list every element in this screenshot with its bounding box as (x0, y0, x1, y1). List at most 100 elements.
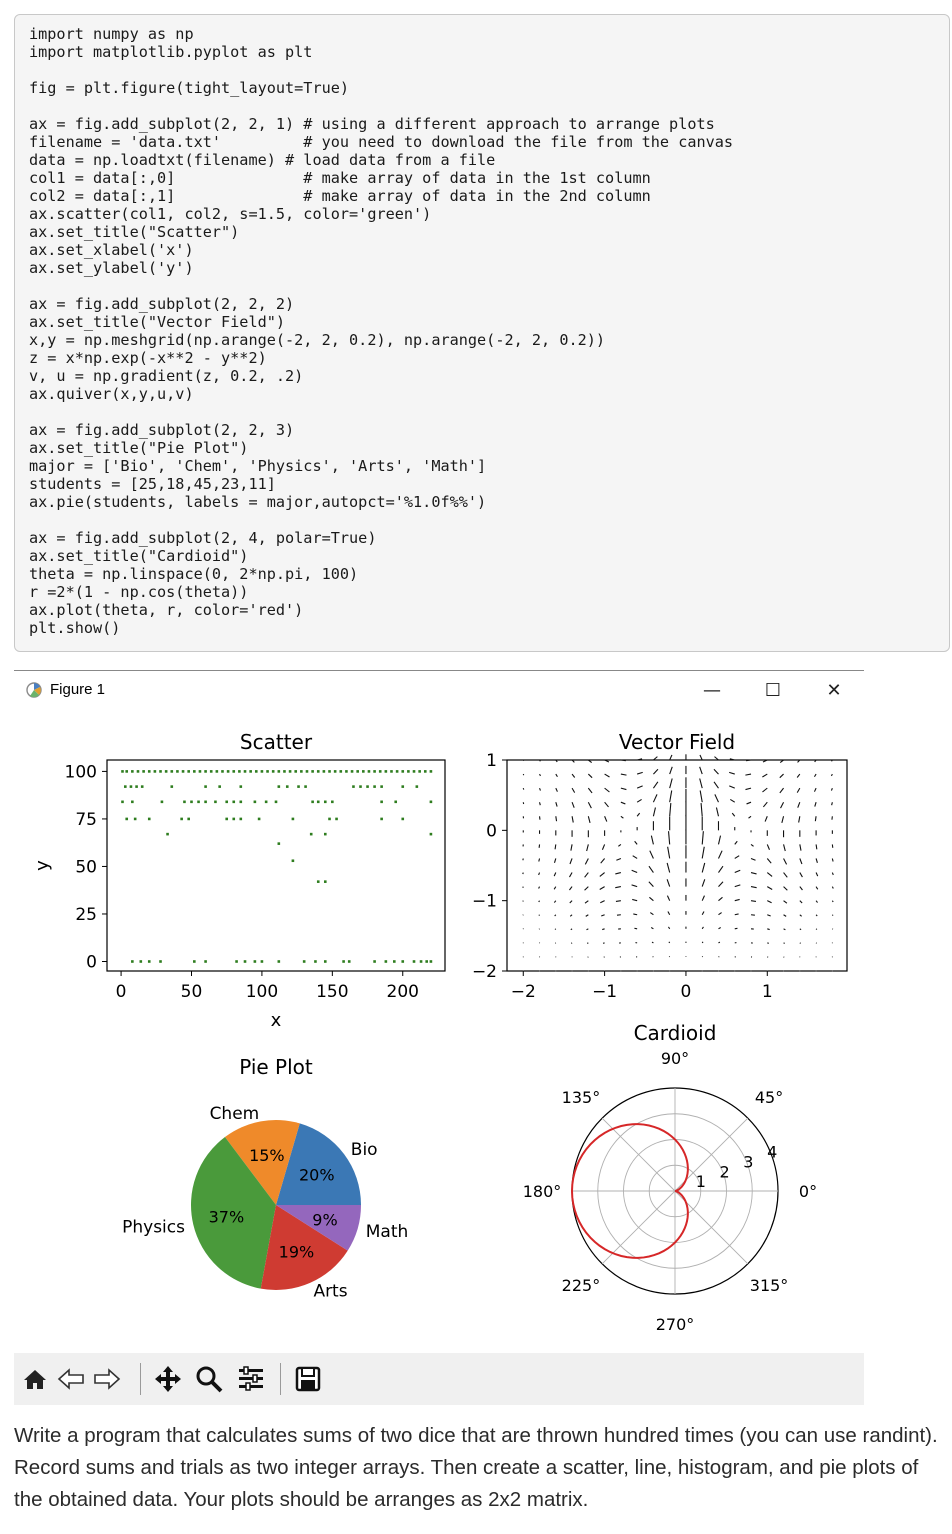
scatter-point (209, 770, 213, 773)
quiver-arrow (779, 773, 784, 779)
scatter-y-tick-label: 50 (75, 857, 97, 877)
scatter-point (302, 960, 306, 963)
scatter-point (285, 785, 289, 788)
save-icon[interactable] (290, 1363, 326, 1395)
scatter-point (335, 817, 338, 821)
navigation-toolbar (14, 1353, 864, 1405)
scatter-point (215, 770, 219, 773)
back-arrow-icon[interactable] (54, 1363, 88, 1395)
pan-icon[interactable] (150, 1363, 186, 1395)
quiver-arrow (669, 970, 671, 972)
quiver-arrow (620, 801, 626, 805)
quiver-arrow (734, 913, 739, 916)
scatter-point (214, 800, 217, 804)
quiver-y-tick-label: 0 (486, 821, 497, 841)
quiver-arrow (750, 886, 757, 889)
quiver-arrow (620, 787, 627, 791)
quiver-arrow (750, 970, 752, 972)
quiver-arrow (539, 773, 541, 777)
quiver-arrow (734, 898, 740, 902)
quiver-arrow (783, 844, 786, 852)
scatter-point (131, 770, 134, 773)
scatter-point (176, 770, 179, 773)
pie-slice-physics (191, 1137, 276, 1289)
pie-percent-label: 15% (249, 1146, 285, 1165)
quiver-arrow (599, 872, 605, 877)
scatter-point (225, 817, 229, 821)
quiver-arrow (783, 872, 788, 878)
quiver-arrow (799, 914, 802, 917)
quiver-arrow (652, 794, 658, 803)
quiver-arrow (814, 816, 817, 822)
scatter-point (362, 770, 365, 773)
quiver-arrow (729, 785, 735, 789)
quiver-arrow (831, 942, 833, 944)
quiver-arrow (718, 896, 723, 902)
toolbar-separator (140, 1363, 141, 1395)
quiver-arrow (767, 900, 772, 904)
scatter-x-tick-label: 200 (387, 982, 419, 1002)
quiver-arrow (701, 911, 705, 915)
scatter-point (311, 770, 314, 773)
scatter-point (225, 800, 229, 804)
scatter-point (204, 785, 207, 788)
pie-title: Pie Plot (239, 1055, 313, 1079)
quiver-arrow (570, 928, 573, 931)
quiver-arrow (538, 914, 540, 916)
close-button[interactable]: ✕ (826, 680, 842, 701)
quiver-arrow (620, 759, 626, 762)
quiver-arrow (767, 928, 770, 931)
quiver-arrow (600, 858, 606, 864)
scatter-point (378, 770, 382, 773)
pie-percent-label: 9% (312, 1210, 337, 1229)
zoom-icon[interactable] (192, 1363, 226, 1395)
scatter-point (412, 770, 416, 773)
quiver-arrow (669, 802, 672, 817)
scatter-point (204, 800, 207, 804)
quiver-arrow (813, 787, 817, 792)
quiver-arrow (745, 773, 752, 776)
quiver-arrow (571, 759, 575, 763)
scatter-point (345, 770, 348, 773)
scatter-point (147, 960, 151, 963)
code-text: import numpy as np import matplotlib.pyp… (29, 25, 734, 637)
scatter-point (239, 785, 243, 788)
quiver-arrow (604, 773, 610, 778)
pie-percent-label: 20% (299, 1165, 335, 1184)
scatter-point (187, 817, 190, 821)
scatter-point (159, 770, 162, 773)
quiver-arrow (571, 773, 576, 778)
minimize-button[interactable]: — (703, 680, 721, 701)
scatter-point (147, 770, 151, 773)
quiver-arrow (648, 865, 654, 873)
quiver-arrow (636, 970, 638, 972)
scatter-point (415, 785, 419, 788)
maximize-button[interactable]: ☐ (764, 680, 782, 701)
polar-angle-label: 225° (562, 1276, 601, 1295)
quiver-arrow (652, 970, 654, 972)
pie-label: Physics (122, 1217, 185, 1237)
quiver-arrow (766, 844, 770, 850)
scatter-point (294, 770, 298, 773)
scatter-point (401, 960, 405, 963)
quiver-arrow (571, 970, 573, 972)
quiver-arrow (538, 872, 541, 876)
forward-arrow-icon[interactable] (90, 1363, 124, 1395)
quiver-arrow (538, 970, 541, 972)
polar-angle-label: 135° (562, 1088, 601, 1107)
quiver-arrow (601, 844, 606, 850)
quiver-arrow (783, 858, 788, 865)
scatter-point (166, 832, 169, 836)
quiver-arrow (669, 778, 673, 789)
scatter-point (323, 880, 327, 883)
configure-subplots-icon[interactable] (234, 1363, 268, 1395)
quiver-arrow (815, 886, 819, 890)
home-icon[interactable] (18, 1363, 52, 1395)
quiver-arrow (750, 857, 756, 861)
scatter-y-tick-label: 75 (75, 810, 97, 830)
scatter-point (412, 960, 416, 963)
scatter-x-tick-label: 150 (316, 982, 348, 1002)
quiver-arrow (815, 858, 818, 863)
scatter-point (316, 800, 320, 804)
